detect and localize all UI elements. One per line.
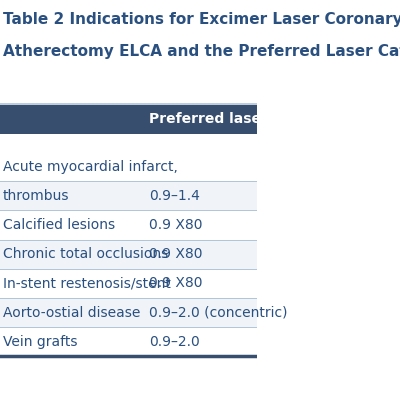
- Text: Vein grafts: Vein grafts: [2, 335, 77, 349]
- Text: In-stent restenosis/stent: In-stent restenosis/stent: [2, 276, 170, 290]
- Text: Chronic total occlusions: Chronic total occlusions: [2, 247, 168, 261]
- Text: 0.9 X80: 0.9 X80: [149, 218, 202, 232]
- Text: 0.9–2.0 (concentric): 0.9–2.0 (concentric): [149, 306, 287, 320]
- Bar: [0, 327, 257, 356]
- Text: 0.9–2.0: 0.9–2.0: [149, 335, 200, 349]
- Text: thrombus: thrombus: [2, 189, 69, 203]
- Text: 0.9–1.4: 0.9–1.4: [149, 189, 200, 203]
- Bar: [0, 240, 257, 269]
- Bar: [0, 210, 257, 240]
- Bar: [0, 105, 257, 134]
- Bar: [0, 269, 257, 298]
- Bar: [0, 298, 257, 327]
- Text: Acute myocardial infarct,: Acute myocardial infarct,: [2, 160, 178, 174]
- Text: 0.9 X80: 0.9 X80: [149, 276, 202, 290]
- Text: Table 2 Indications for Excimer Laser Coronary: Table 2 Indications for Excimer Laser Co…: [2, 12, 400, 27]
- Text: Preferred laser catheter: Preferred laser catheter: [149, 112, 339, 126]
- Text: Atherectomy ELCA and the Preferred Laser Catheter: Atherectomy ELCA and the Preferred Laser…: [2, 44, 400, 59]
- Text: Aorto-ostial disease: Aorto-ostial disease: [2, 306, 140, 320]
- Bar: [0, 152, 257, 181]
- Text: Calcified lesions: Calcified lesions: [2, 218, 115, 232]
- Text: 0.9 X80: 0.9 X80: [149, 247, 202, 261]
- Bar: [0, 181, 257, 210]
